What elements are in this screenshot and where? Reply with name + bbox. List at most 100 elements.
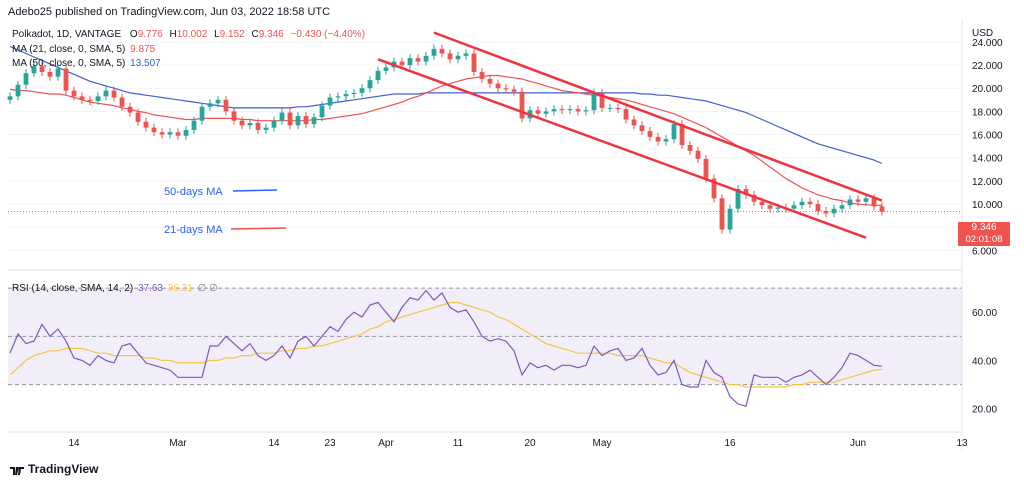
price-tick-label: 10.000 — [972, 200, 1003, 211]
candle-body — [879, 206, 885, 212]
candle-body — [239, 120, 245, 126]
candle — [87, 95, 93, 106]
candle — [375, 66, 381, 85]
symbol-legend: Polkadot, 1D, VANTAGE O9.776 H10.002 L9.… — [12, 29, 365, 40]
rsi-ma-series — [9, 301, 883, 388]
candle-body — [23, 73, 29, 85]
candle-body — [103, 90, 109, 97]
candle — [855, 195, 861, 206]
footer-brand-text: TradingView — [28, 462, 99, 476]
candle-body — [639, 125, 645, 132]
candle-body — [519, 91, 525, 119]
candle-body — [815, 204, 821, 212]
candle-body — [423, 55, 429, 62]
candle — [71, 86, 77, 101]
candle — [423, 51, 429, 66]
candle-body — [647, 131, 653, 137]
candle-body — [535, 110, 541, 114]
candle — [839, 201, 845, 213]
candle — [151, 123, 157, 137]
symbol-name: Polkadot, 1D, VANTAGE — [12, 29, 122, 40]
candle — [503, 84, 509, 94]
candle-body — [399, 61, 405, 66]
candle — [263, 123, 269, 134]
candle-body — [431, 48, 437, 56]
time-tick-label: 23 — [324, 438, 336, 449]
time-tick-label: Apr — [378, 438, 394, 449]
candle-body — [279, 112, 285, 121]
candle — [751, 190, 757, 206]
footer-brand[interactable]: TradingView — [10, 462, 98, 476]
candle — [511, 85, 517, 96]
ma50-series — [9, 45, 883, 165]
candle — [431, 44, 437, 60]
candle-body — [87, 99, 93, 101]
candle-body — [263, 127, 269, 130]
candle — [223, 95, 229, 116]
candle-body — [47, 72, 53, 77]
candle — [847, 195, 853, 210]
candle-body — [727, 208, 733, 230]
time-tick-label: 16 — [724, 438, 736, 449]
candle — [351, 88, 357, 99]
price-tick-label: 6.000 — [972, 246, 997, 257]
candle-body — [127, 106, 133, 113]
time-tick-label: 20 — [524, 438, 536, 449]
time-tick-label: May — [593, 438, 612, 449]
candle-body — [231, 111, 237, 121]
candle-body — [151, 127, 157, 133]
candle-body — [207, 103, 213, 107]
close-label: C — [251, 29, 259, 40]
time-axis[interactable]: 14 Mar 14 23 Apr 11 20 May 16 Jun 13 — [68, 438, 968, 449]
annotations: 50-days MA 21-days MA — [164, 186, 287, 236]
candle — [863, 194, 869, 206]
candle — [103, 86, 109, 101]
candle — [63, 64, 69, 95]
candle — [879, 202, 885, 216]
candle-body — [463, 53, 469, 56]
candle-body — [375, 70, 381, 81]
candle — [559, 105, 565, 115]
candle — [439, 44, 445, 58]
candle-body — [95, 96, 101, 101]
ma50-legend-value: 13.507 — [130, 58, 161, 69]
candle — [255, 118, 261, 134]
close-value: 9.346 — [258, 29, 284, 40]
candle — [623, 105, 629, 124]
candle-body — [791, 205, 797, 209]
candle — [47, 67, 53, 81]
time-tick-label: 14 — [268, 438, 280, 449]
candle-body — [359, 88, 365, 93]
candle — [479, 67, 485, 84]
ma21-annotation-line — [230, 227, 287, 230]
candle-body — [559, 109, 565, 111]
ma21-legend: MA (21, close, 0, SMA, 5) 9.875 — [12, 44, 155, 55]
open-value: 9.776 — [137, 29, 163, 40]
rsi-tick-label: 20.00 — [972, 405, 997, 416]
candle — [719, 194, 725, 234]
candle — [39, 62, 45, 77]
candle-body — [695, 150, 701, 159]
candle — [175, 128, 181, 140]
channel-upper-line — [433, 31, 883, 202]
candle-body — [39, 66, 45, 73]
ma50-line — [9, 45, 883, 165]
candle — [655, 132, 661, 146]
candle — [343, 89, 349, 101]
candle-body — [439, 48, 445, 54]
candle-body — [199, 106, 205, 121]
candle-body — [311, 117, 317, 125]
candle-body — [343, 94, 349, 97]
candle-body — [407, 58, 413, 66]
candle — [143, 117, 149, 132]
candle-body — [823, 211, 829, 214]
candle-body — [255, 122, 261, 130]
rsi-axis[interactable]: 20.00 40.00 60.00 — [972, 308, 997, 416]
candle-body — [31, 66, 37, 74]
candle-body — [839, 205, 845, 209]
candle — [447, 49, 453, 64]
candle-body — [623, 109, 629, 120]
rsi-legend-label: RSI (14, close, SMA, 14, 2) — [12, 283, 134, 294]
candle — [671, 120, 677, 144]
